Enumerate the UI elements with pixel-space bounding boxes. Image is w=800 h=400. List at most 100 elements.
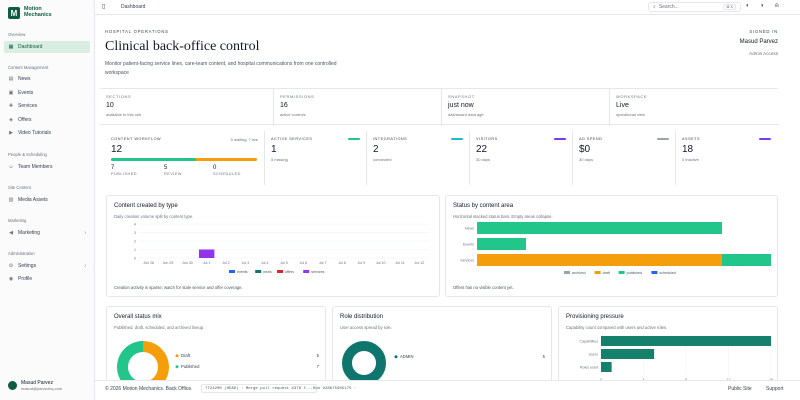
page-title: Clinical back-office control [105,39,260,54]
x-tick-label: Jul 7 [319,261,327,265]
x-tick-label: Jul 12 [415,261,425,265]
sidebar-item-video-tutorials[interactable]: ▶ Video Tutorials [4,127,90,139]
metric-swatch [554,138,566,140]
y-tick-label: Capabilities [579,339,598,343]
metric-active-services[interactable]: ACTIVE SERVICES 1 5 missing [265,131,367,185]
sidebar-item-events[interactable]: ▣ Events [4,87,90,99]
sidebar-item-settings[interactable]: ⚙ Settings › [4,260,90,272]
search-input[interactable]: ⌕ Search... ⌘ K [648,2,741,12]
metric-label: CONTENT WORKFLOW [111,137,162,141]
stat-snapshot: SNAPSHOT just now dashboard data age [442,89,610,126]
x-tick-label: Jul 11 [395,261,404,265]
nav-section-overview: Overview [8,32,26,37]
card-provisioning: Provisioning pressure Capability count c… [558,306,778,386]
stat-sections: SECTIONS 10 available to this role [100,89,274,126]
metric-sub: 0 inactive [682,157,699,162]
github-icon[interactable]: ◐ [746,3,750,9]
bar-published [477,222,722,234]
sidebar-item-news[interactable]: ▤ News [4,73,90,85]
chart-status-by-area: News Events Services archived draft published… [460,222,771,275]
y-tick-label: Events [463,242,474,246]
dashboard-icon: ▦ [8,44,14,50]
metric-label: AD SPEND [579,137,603,141]
metric-label: ACTIVE SERVICES [271,137,313,141]
x-tick-label: Jul 8 [338,261,346,265]
metric-swatch [348,138,360,140]
legend-swatch [255,270,262,273]
sidebar-item-label: News [18,76,31,82]
y-tick-label: 3 [134,231,136,235]
card-subtitle: Capability count compared with users and… [566,325,668,330]
footer-link-support[interactable]: Support [766,386,784,392]
workflow-col-scheduled: 0 SCHEDULED [213,165,241,176]
brand-name-line1: Motion [24,6,42,13]
metric-integrations[interactable]: INTEGRATIONS 2 connected [367,131,470,185]
sidebar-item-label: Team Members [18,164,53,170]
metric-visitors[interactable]: VISITORS 22 30 days [470,131,573,185]
video-icon: ▶ [9,130,13,136]
x-tick-label: Jun 29 [163,261,174,265]
footer-link-public-site[interactable]: Public Site [728,386,752,392]
chart-provisioning: 0481216CapabilitiesUsersRoles used [579,335,773,382]
x-tick-label: Jun 28 [143,261,154,265]
user-icon: ◉ [8,276,14,282]
footer: © 2026 Motion Mechanics. Back Office. 77… [95,380,800,400]
user-name: Masud Parvez [21,380,53,386]
nav-section-content-management: Content Management [8,65,49,70]
legend-swatch [394,355,398,359]
legend-swatch [229,270,235,273]
footer-run[interactable]: Run #28675985175 · [313,386,357,391]
workflow-summary: 5 waiting, 7 live [230,137,258,142]
services-icon: ✚ [8,103,14,109]
legend-swatch [175,354,179,358]
metric-value: 22 [476,144,488,155]
legend-label: draft [603,271,610,275]
legend-label: events [237,270,248,274]
signed-in-name: Masud Parvez [739,39,778,45]
legend-swatch [175,365,179,369]
sidebar-item-marketing[interactable]: ◀ Marketing › [4,227,90,239]
metric-sub: 5 missing [271,157,288,162]
sidebar-toggle-icon[interactable]: ▯ [102,4,106,10]
sidebar-item-label: Offers [18,117,32,123]
brand[interactable]: M Motion Mechanics [8,6,52,19]
page-eyebrow: HOSPITAL OPERATIONS [105,29,169,34]
metric-label: VISITORS [476,137,498,141]
card-title: Provisioning pressure [566,314,624,320]
workflow-col-value: 7 [111,165,115,171]
user-menu[interactable]: Masud Parvez masud@parvezhq.com [8,380,62,391]
stat-sub: active controls [280,112,306,117]
megaphone-icon: ◀ [9,230,13,236]
legend-value: 7 [317,364,320,369]
metric-ad-spend[interactable]: AD SPEND $0 30 days [573,131,676,185]
metric-assets[interactable]: ASSETS 18 0 inactive [676,131,777,185]
metric-value: 1 [271,144,277,155]
sidebar-item-offers[interactable]: ◈ Offers [4,114,90,126]
workflow-col-label: SCHEDULED [213,172,241,176]
chevron-right-icon: › [84,263,86,269]
workflow-segment-review [196,158,257,161]
bar-services [198,249,215,258]
sidebar-item-label: Media Assets [18,197,48,203]
sidebar-item-services[interactable]: ✚ Services [4,100,90,112]
sidebar-item-dashboard[interactable]: ▦ Dashboard [4,41,90,53]
sidebar-item-media-assets[interactable]: ▧ Media Assets [4,194,90,206]
sidebar-item-profile[interactable]: ◉ Profile [4,273,90,285]
legend-value: 5 [543,354,546,359]
y-tick-label: Roles used [580,365,598,369]
sidebar-item-team-members[interactable]: ☺ Team Members [4,161,90,173]
nav-section-site-content: Site Content [8,185,32,190]
card-subtitle: Daily creation volume split by content t… [114,214,194,219]
x-tick-label: Jul 4 [261,261,269,265]
footer-commit[interactable]: 7724200 (HEAD) · Merge pull request #378… [201,384,318,393]
metric-content-workflow[interactable]: CONTENT WORKFLOW 5 waiting, 7 live 12 7 … [105,131,265,185]
card-title: Status by content area [453,203,514,209]
legend-swatch [303,270,310,273]
nav-section-people-scheduling: People & Scheduling [8,152,47,157]
legend-label: news [263,270,272,274]
search-shortcut: ⌘ K [723,4,736,10]
theme-toggle-icon[interactable]: ◑ [760,3,764,9]
legend-swatch [564,271,570,274]
account-icon[interactable]: ⍝ [775,3,779,9]
x-tick-label: Jul 2 [222,261,230,265]
